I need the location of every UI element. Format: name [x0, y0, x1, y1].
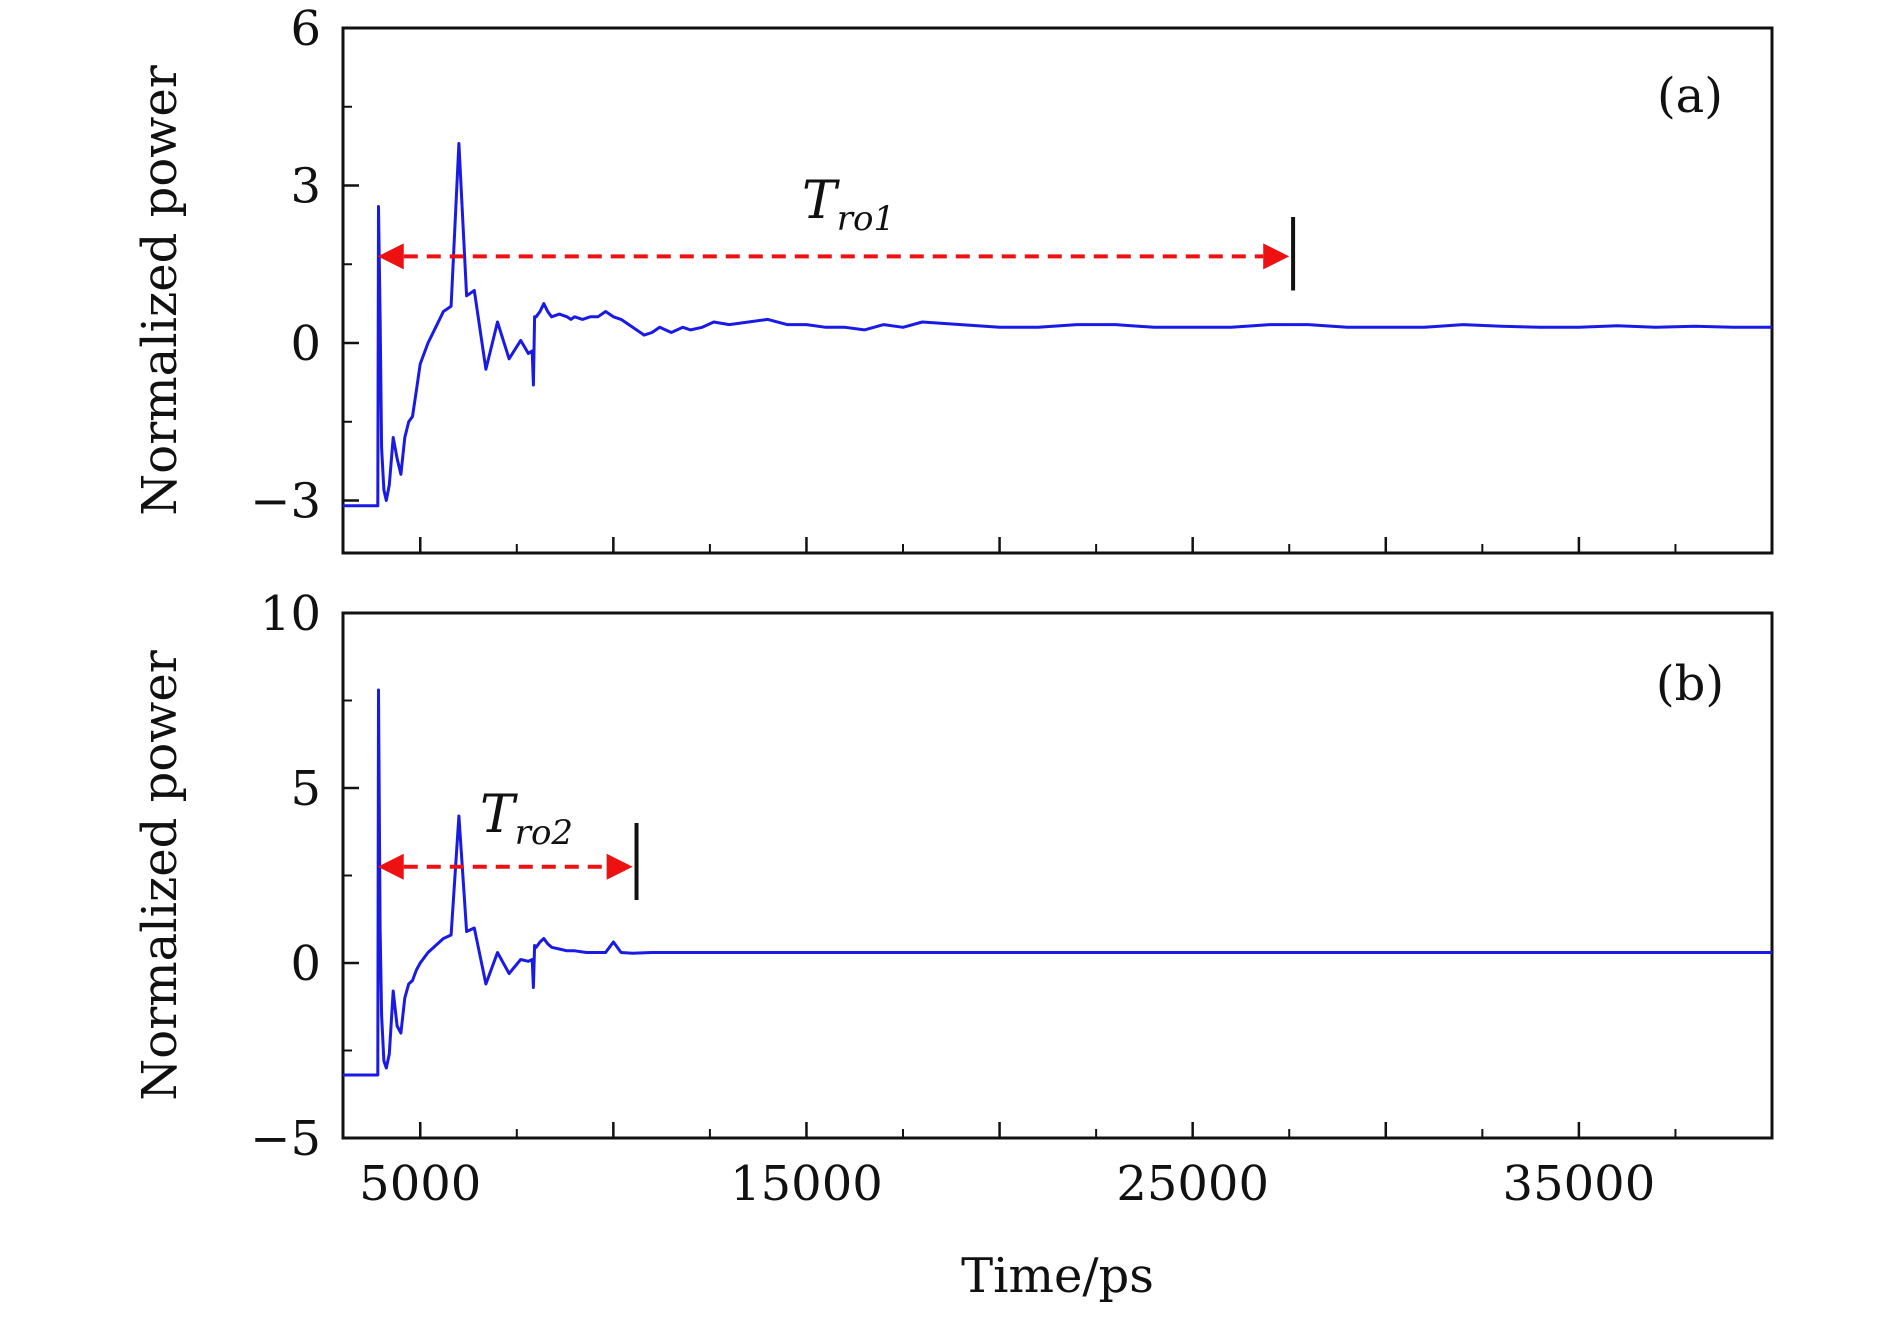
panel-a-y-axis-label: Normalized power — [132, 65, 188, 515]
y-tick-label: 0 — [290, 936, 321, 992]
panel-b-label: (b) — [1656, 656, 1724, 712]
panel-b-annotation-symbol: T — [480, 785, 518, 845]
panel-a-frame — [341, 26, 1774, 555]
panel-a: −3 0 3 6 Tro1 (a) Normalized power — [132, 1, 1774, 555]
panel-a-label: (a) — [1657, 68, 1723, 124]
x-tick-label: 5000 — [359, 1156, 481, 1212]
panel-a-annotation: Tro1 — [377, 171, 1296, 291]
panel-a-arrowhead-left — [377, 243, 404, 270]
y-tick-label: 0 — [290, 316, 321, 372]
panel-b-annotation-label: Tro2 — [480, 785, 573, 853]
panel-b-series-line — [343, 688, 1772, 1077]
panel-b: 5000 15000 25000 35000 −5 0 5 10 Tro2 (b) Norm… — [132, 586, 1774, 1304]
x-tick-label: 15000 — [730, 1156, 883, 1212]
panel-a-annotation-symbol: T — [802, 171, 840, 231]
panel-a-y-ticks — [343, 26, 359, 502]
panel-a-y-tick-labels: −3 0 3 6 — [250, 1, 321, 530]
y-tick-label: −5 — [250, 1111, 321, 1167]
panel-b-x-ticks — [418, 1122, 1677, 1138]
y-tick-label: 5 — [290, 761, 321, 817]
panel-a-series-line — [343, 142, 1772, 508]
panel-b-frame — [341, 611, 1774, 1140]
x-tick-label: 35000 — [1503, 1156, 1656, 1212]
y-tick-label: 6 — [290, 1, 321, 57]
x-tick-label: 25000 — [1116, 1156, 1269, 1212]
panel-a-x-ticks — [418, 537, 1677, 553]
panel-b-annotation-subscript: ro2 — [515, 813, 573, 853]
panel-b-annotation: Tro2 — [377, 785, 639, 900]
panel-a-annotation-subscript: ro1 — [837, 199, 895, 239]
panel-a-annotation-label: Tro1 — [802, 171, 895, 239]
panel-b-y-axis-label: Normalized power — [132, 650, 188, 1100]
panel-b-y-ticks — [343, 611, 359, 1140]
y-tick-label: 3 — [290, 159, 321, 215]
panel-a-arrowhead-right — [1263, 243, 1290, 270]
x-axis-label: Time/ps — [961, 1248, 1154, 1304]
panel-b-y-tick-labels: −5 0 5 10 — [250, 586, 321, 1167]
panel-b-x-tick-labels: 5000 15000 25000 35000 — [359, 1156, 1655, 1212]
y-tick-label: 10 — [260, 586, 321, 642]
y-tick-label: −3 — [250, 474, 321, 530]
panel-b-arrowhead-left — [377, 853, 404, 880]
panel-b-arrowhead-right — [606, 853, 633, 880]
